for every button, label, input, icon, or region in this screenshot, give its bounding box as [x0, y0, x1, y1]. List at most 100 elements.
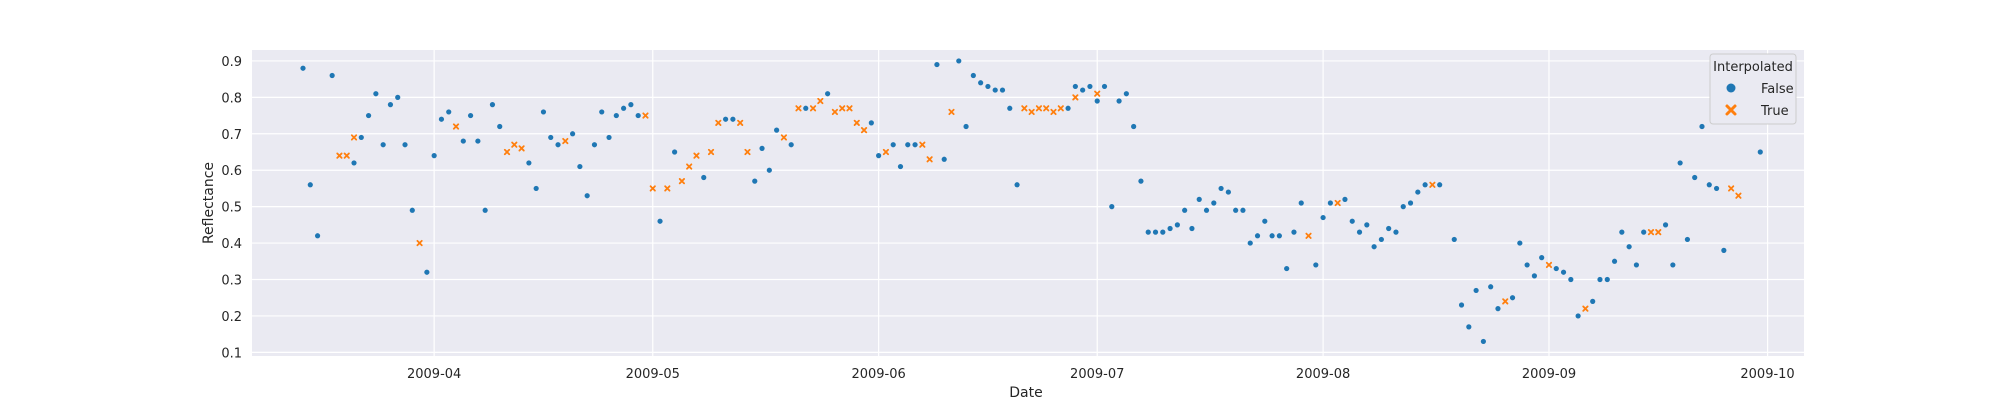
data-point-true: [416, 239, 423, 247]
data-point-false: [1517, 240, 1523, 246]
x-tick-label: 2009-07: [1070, 367, 1124, 382]
x-tick-label: 2009-10: [1740, 367, 1794, 382]
data-point-true: [1050, 108, 1057, 116]
data-point-true: [350, 134, 358, 141]
data-point-true: [839, 105, 846, 112]
data-point-false: [584, 193, 590, 199]
data-point-false: [905, 142, 911, 148]
data-point-true: [780, 134, 788, 141]
data-point-true: [336, 152, 343, 159]
data-point-true: [693, 152, 700, 159]
data-point-true: [809, 105, 817, 112]
data-point-false: [1386, 225, 1392, 232]
data-point-true: [715, 119, 722, 126]
data-point-false: [482, 207, 488, 213]
data-point-false: [1611, 258, 1618, 264]
data-point-false: [1247, 240, 1253, 246]
data-point-false: [1109, 204, 1115, 210]
data-point-false: [1233, 207, 1239, 213]
data-point-false: [1298, 200, 1304, 206]
data-point-false: [548, 134, 554, 141]
data-point-false: [970, 72, 976, 79]
data-point-false: [1706, 182, 1712, 188]
data-point-false: [395, 94, 401, 100]
data-point-false: [1662, 222, 1669, 228]
data-point-false: [1254, 233, 1261, 239]
data-point-false: [1284, 265, 1290, 272]
data-point-false: [1451, 236, 1457, 243]
data-point-false: [1160, 229, 1166, 235]
x-axis-label: Date: [1009, 385, 1042, 400]
data-point-false: [1313, 262, 1319, 268]
data-point-false: [1590, 298, 1596, 304]
data-point-false: [1495, 306, 1501, 312]
y-tick-label: 0.6: [221, 164, 242, 179]
data-point-false: [1131, 123, 1137, 130]
data-point-false: [1713, 185, 1720, 192]
y-tick-label: 0.3: [221, 274, 242, 289]
legend: Interpolated False True: [1709, 53, 1797, 125]
data-point-false: [540, 109, 547, 115]
data-point-false: [1203, 207, 1210, 213]
data-point-false: [446, 109, 452, 115]
data-point-false: [1575, 313, 1581, 319]
x-axis-ticks: 2009-04 2009-05 2009-06 2009-07 2009-08 2009-…: [407, 367, 1795, 382]
legend-box: [1709, 53, 1797, 125]
data-point-false: [1437, 182, 1443, 188]
data-point-true: [1728, 185, 1735, 192]
data-point-false: [1356, 229, 1363, 235]
data-point-false: [628, 102, 634, 108]
legend-true-marker: [1725, 104, 1737, 116]
data-point-false: [1269, 233, 1275, 239]
data-point-true: [1545, 261, 1553, 269]
data-point-false: [373, 91, 379, 97]
data-point-false: [613, 112, 619, 119]
data-point-false: [467, 112, 474, 119]
data-point-true: [343, 152, 350, 159]
data-point-true: [664, 185, 671, 192]
data-point-false: [1189, 225, 1195, 232]
y-tick-label: 0.7: [221, 128, 242, 143]
data-point-false: [1531, 273, 1538, 279]
y-axis-label: Reflectance: [201, 162, 217, 244]
data-point-false: [489, 102, 496, 108]
data-point-false: [978, 80, 984, 86]
data-point-true: [1305, 232, 1312, 239]
data-point-false: [1138, 178, 1144, 184]
data-point-false: [788, 142, 794, 148]
data-point-false: [1473, 287, 1479, 294]
data-point-false: [599, 109, 605, 115]
data-point-true: [649, 185, 656, 192]
legend-title: Interpolated: [1713, 60, 1793, 75]
data-point-false: [934, 61, 940, 68]
data-point-false: [1568, 276, 1574, 283]
data-point-false: [1509, 295, 1516, 301]
x-tick-label: 2009-05: [626, 367, 680, 382]
data-point-false: [1524, 262, 1530, 268]
data-point-false: [1196, 196, 1202, 202]
data-point-false: [1087, 83, 1093, 90]
data-point-false: [1101, 83, 1108, 90]
data-point-false: [591, 142, 598, 148]
data-point-true: [707, 148, 715, 156]
data-point-false: [657, 218, 663, 224]
data-point-false: [1364, 222, 1370, 228]
data-point-false: [329, 72, 335, 79]
data-point-false: [1400, 204, 1406, 210]
data-point-false: [1633, 262, 1640, 268]
data-point-true: [846, 105, 853, 112]
data-point-true: [1582, 305, 1589, 312]
data-point-false: [1597, 276, 1603, 283]
data-point-false: [1699, 123, 1705, 130]
x-tick-label: 2009-09: [1522, 367, 1576, 382]
data-point-false: [387, 102, 394, 108]
data-point-false: [1262, 218, 1268, 224]
data-point-true: [678, 178, 685, 185]
data-point-false: [1211, 200, 1217, 206]
x-tick-label: 2009-04: [407, 367, 461, 382]
data-point-false: [1677, 160, 1683, 166]
data-point-false: [1670, 262, 1676, 268]
data-point-false: [1371, 244, 1377, 250]
data-point-false: [890, 142, 896, 148]
